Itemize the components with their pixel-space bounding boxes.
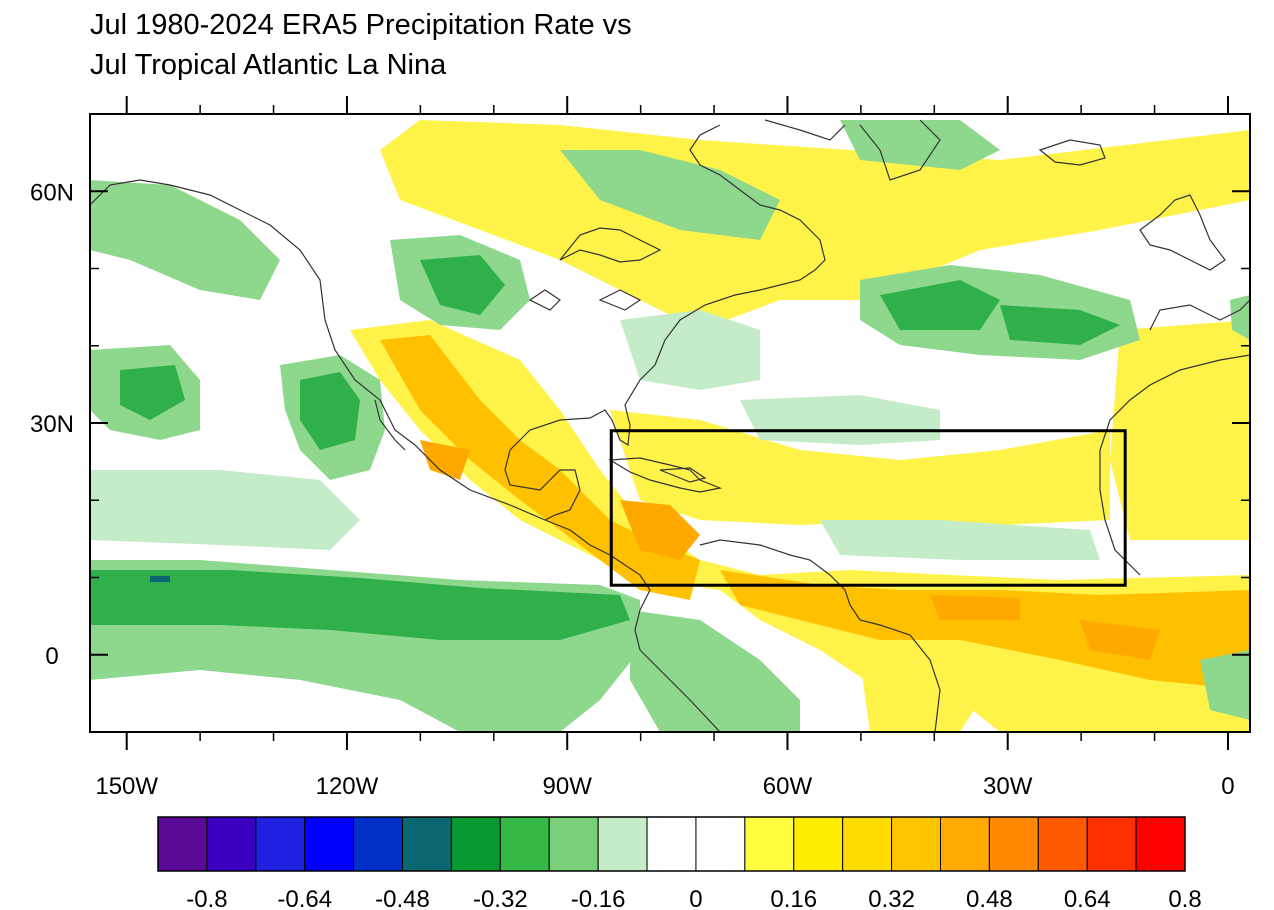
y-tick-label: 30N <box>30 411 74 438</box>
negative-anomaly-region <box>420 255 505 315</box>
negative-anomaly-region <box>560 150 780 240</box>
y-tick-label: 60N <box>30 179 74 206</box>
negative-anomaly-region <box>630 610 800 732</box>
y-tick-label: 0 <box>45 643 58 670</box>
colorbar-frame <box>157 816 1186 872</box>
colorbar-swatch <box>548 816 599 872</box>
strong-positive-anomaly <box>380 335 700 600</box>
longitude-axis: 150W 120W 90W 60W 30W 0 <box>95 96 1235 800</box>
negative-anomaly-region <box>880 280 1000 330</box>
colorbar-swatch <box>891 816 941 872</box>
negative-anomaly-region <box>120 365 185 420</box>
negative-anomaly-region <box>90 180 280 300</box>
colorbar-swatch <box>988 816 1039 872</box>
colorbar-swatch <box>842 816 893 872</box>
tropical-atlantic-region-box <box>609 429 1127 587</box>
latitude-axis: 60N 30N 0 <box>30 113 1250 733</box>
colorbar-label: -0.32 <box>473 886 528 910</box>
x-tick-label: 0 <box>1221 773 1234 800</box>
colorbar-swatch <box>450 816 501 872</box>
colorbar-swatch <box>304 816 355 872</box>
colorbar-swatch <box>1037 816 1088 872</box>
colorbar-swatch <box>1135 816 1186 872</box>
x-tick-label: 120W <box>316 773 379 800</box>
colorbar-label: 0.8 <box>1168 886 1201 910</box>
negative-anomaly-region <box>740 395 940 445</box>
colorbar-swatch <box>646 816 697 872</box>
strong-positive-anomaly <box>420 440 470 480</box>
colorbar-label: -0.48 <box>375 886 430 910</box>
negative-anomaly-region <box>1000 305 1120 345</box>
positive-anomaly-region <box>860 650 980 732</box>
negative-anomaly-region <box>300 372 360 450</box>
negative-anomaly-region <box>620 310 760 390</box>
colorbar-swatch <box>597 816 648 872</box>
colorbar-label: -0.8 <box>186 886 227 910</box>
positive-anomaly-region <box>1110 320 1250 540</box>
colorbar-label: 0.48 <box>966 886 1013 910</box>
colorbar-swatch <box>939 816 990 872</box>
negative-anomaly-region <box>1200 650 1250 720</box>
colorbar-swatch <box>402 816 452 872</box>
colorbar-swatch <box>353 816 404 872</box>
colorbar-swatch <box>1086 816 1137 872</box>
x-tick-label: 30W <box>983 773 1033 800</box>
x-tick-label: 150W <box>95 773 158 800</box>
map-title-line-2: Jul Tropical Atlantic La Nina <box>90 49 447 81</box>
colorbar-label: 0 <box>689 886 702 910</box>
colorbar-label: -0.16 <box>571 886 626 910</box>
colorbar-label: 0.64 <box>1064 886 1111 910</box>
coastlines <box>90 119 1250 732</box>
precipitation-field <box>90 114 1250 732</box>
negative-anomaly-region <box>1230 295 1250 340</box>
colorbar-label: 0.32 <box>868 886 915 910</box>
negative-anomaly-region <box>90 470 360 550</box>
strong-positive-anomaly <box>930 595 1020 620</box>
negative-anomaly-region <box>150 576 170 582</box>
x-tick-label: 60W <box>763 773 813 800</box>
strong-positive-anomaly <box>720 570 1250 690</box>
strong-positive-anomaly <box>1080 620 1160 660</box>
colorbar-swatch <box>695 816 746 872</box>
colorbar-swatch <box>206 816 257 872</box>
colorbar-swatch <box>157 816 208 872</box>
colorbar-swatch <box>255 816 306 872</box>
strong-positive-anomaly <box>620 500 700 560</box>
colorbar: -0.8 -0.64 -0.48 -0.32 -0.16 0 0.16 0.32 0.48 0.6… <box>157 816 1202 910</box>
negative-anomaly-region <box>90 570 630 640</box>
map-title-line-1: Jul 1980-2024 ERA5 Precipitation Rate vs <box>90 9 632 41</box>
negative-anomaly-region <box>840 120 1000 170</box>
negative-anomaly-region <box>820 520 1100 560</box>
colorbar-swatch <box>499 816 550 872</box>
positive-anomaly-region <box>610 410 1110 525</box>
x-tick-label: 90W <box>543 773 593 800</box>
colorbar-label: -0.64 <box>277 886 332 910</box>
colorbar-label: 0.16 <box>770 886 817 910</box>
colorbar-swatch <box>744 816 795 872</box>
colorbar-swatch <box>793 816 844 872</box>
